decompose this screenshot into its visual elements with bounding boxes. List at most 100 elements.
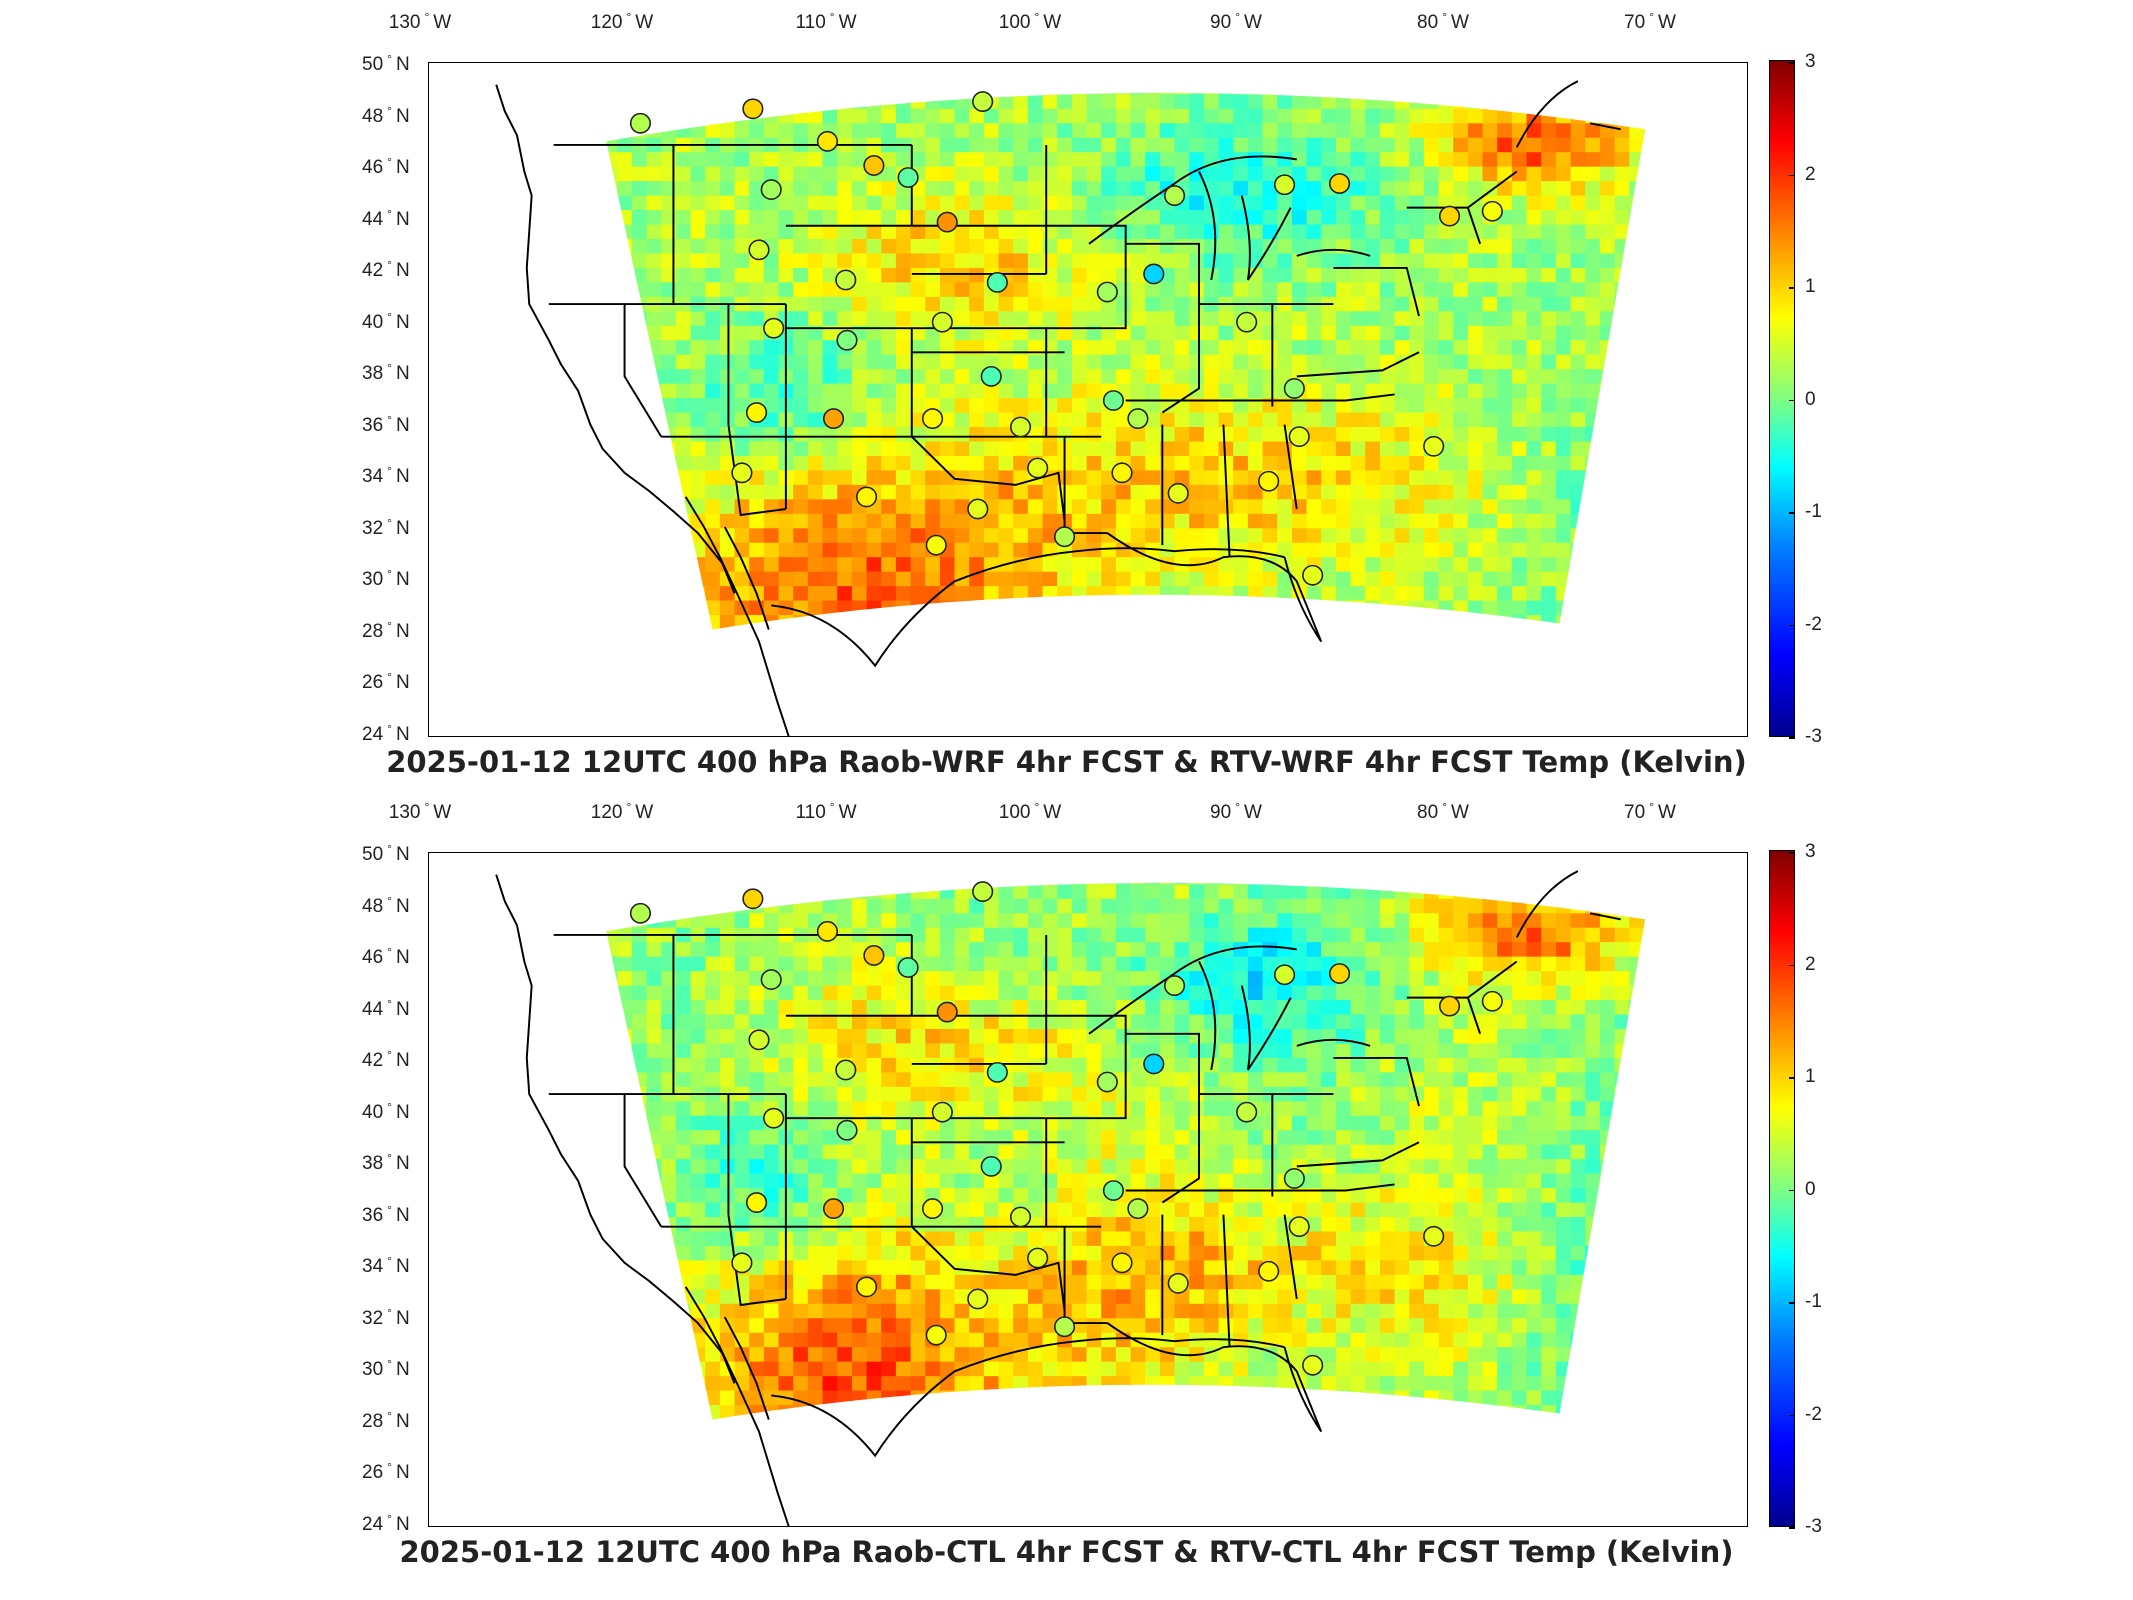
raob-stations	[629, 881, 1503, 1376]
raob-station-marker	[1302, 1354, 1324, 1376]
latitude-tick-label: 50 ° N	[362, 841, 410, 866]
raob-station-marker	[748, 239, 770, 261]
longitude-tick-label: 90 ° W	[1210, 10, 1262, 34]
state-boundaries	[495, 80, 1621, 736]
raob-station-marker	[925, 534, 947, 556]
latitude-tick-label: 24 ° N	[362, 1511, 410, 1535]
colorbar-tick-label: -1	[1805, 1291, 1822, 1312]
longitude-tick-label: 90 ° W	[1210, 800, 1262, 824]
colorbar-tick-label: -3	[1805, 1516, 1822, 1537]
colorbar-tick-mark	[1789, 964, 1795, 966]
raob-station-marker	[863, 155, 885, 176]
raob-station-marker	[1053, 1316, 1076, 1338]
longitude-tick-label: 130 ° W	[388, 800, 452, 824]
raob-station-marker	[1273, 964, 1296, 986]
temperature-field	[606, 92, 1646, 630]
raob-station-marker	[742, 98, 764, 120]
latitude-tick-label: 30 ° N	[362, 566, 410, 591]
raob-station-marker	[1102, 390, 1125, 411]
panel-title: 2025-01-12 12UTC 400 hPa Raob-CTL 4hr FC…	[399, 1535, 1734, 1569]
raob-station-marker	[822, 1198, 845, 1220]
colorbar-tick-mark	[1789, 737, 1795, 739]
latitude-tick-label: 26 ° N	[362, 669, 410, 694]
raob-station-marker	[1438, 995, 1461, 1017]
raob-station-marker	[1163, 975, 1186, 997]
latitude-tick-label: 34 ° N	[362, 463, 410, 488]
temperature-field-map	[495, 80, 1646, 736]
raob-station-marker	[986, 271, 1008, 293]
raob-station-marker	[925, 1324, 947, 1346]
colorbar-tick-label: -2	[1805, 613, 1822, 635]
colorbar	[1769, 60, 1795, 737]
latitude-tick-label: 28 ° N	[362, 1408, 410, 1432]
map-panel-top: 130 ° W 120 ° W 110 ° W 100 ° W 90 ° W 80 ° W 70 ° W 50 ° N 48 °…	[362, 10, 1822, 779]
colorbar-tick-mark	[1789, 624, 1795, 626]
raob-stations	[629, 91, 1503, 586]
raob-station-marker	[629, 902, 652, 924]
raob-station-marker	[1143, 263, 1165, 285]
raob-station-marker	[1481, 990, 1503, 1012]
map-plot-area	[428, 62, 1748, 737]
raob-station-marker	[1288, 1216, 1310, 1238]
colorbar-tick-mark	[1789, 174, 1795, 176]
colorbar-tick-label: 3	[1805, 51, 1816, 72]
raob-station-marker	[822, 408, 845, 430]
latitude-tick-label: 50 ° N	[362, 51, 410, 76]
raob-station-marker	[763, 317, 785, 339]
raob-station-marker	[855, 1276, 878, 1298]
raob-station-marker	[921, 408, 944, 430]
latitude-tick-label: 36 ° N	[362, 412, 410, 436]
raob-station-marker	[1236, 311, 1258, 333]
colorbar-tick-label: -3	[1805, 726, 1822, 747]
map-panel-bottom: 130 ° W 120 ° W 110 ° W 100 ° W 90 ° W 80 ° W 70 ° W 50 ° N 48 °…	[0, 790, 2133, 1590]
raob-station-marker	[731, 462, 753, 484]
latitude-tick-label: 32 ° N	[362, 515, 410, 539]
colorbar	[1769, 850, 1795, 1527]
latitude-tick-label: 48 ° N	[362, 893, 410, 917]
colorbar-tick-label: 1	[1805, 276, 1816, 297]
raob-station-marker	[1009, 416, 1032, 438]
raob-station-marker	[745, 402, 768, 423]
raob-station-marker	[816, 130, 839, 152]
raob-station-marker	[1328, 963, 1351, 984]
colorbar-tick-mark	[1789, 1414, 1795, 1416]
raob-station-marker	[936, 1001, 958, 1023]
longitude-tick-label: 110 ° W	[795, 10, 857, 34]
latitude-tick-label: 28 ° N	[362, 618, 410, 642]
colorbar-tick-mark	[1789, 287, 1795, 289]
raob-station-marker	[745, 1192, 768, 1213]
raob-station-marker	[921, 1198, 944, 1220]
latitude-tick-label: 44 ° N	[362, 206, 410, 230]
raob-station-marker	[1102, 1180, 1125, 1201]
state-boundaries	[495, 870, 1621, 1526]
raob-station-marker	[1096, 1071, 1118, 1093]
raob-station-marker	[1167, 1272, 1189, 1294]
latitude-tick-label: 24 ° N	[362, 721, 410, 745]
longitude-tick-label: 70 ° W	[1624, 10, 1676, 34]
raob-station-marker	[1111, 1252, 1133, 1274]
colorbar-tick-label: 1	[1805, 1066, 1816, 1087]
raob-station-marker	[1423, 435, 1445, 457]
panel-title: 2025-01-12 12UTC 400 hPa Raob-WRF 4hr FC…	[386, 745, 1747, 779]
raob-station-marker	[1167, 482, 1189, 504]
latitude-tick-label: 44 ° N	[362, 996, 410, 1020]
raob-station-marker	[1283, 1168, 1305, 1189]
raob-station-marker	[967, 1288, 989, 1310]
colorbar-tick-mark	[1789, 399, 1795, 401]
raob-station-marker	[1258, 1260, 1280, 1282]
temperature-field	[606, 882, 1646, 1420]
longitude-tick-label: 100 ° W	[998, 800, 1062, 824]
raob-station-marker	[1143, 1053, 1165, 1075]
raob-station-marker	[931, 311, 953, 333]
raob-station-marker	[836, 1119, 858, 1141]
longitude-tick-label: 120 ° W	[590, 10, 654, 34]
latitude-tick-label: 40 ° N	[362, 309, 410, 333]
raob-station-marker	[760, 179, 782, 200]
longitude-tick-label: 130 ° W	[388, 10, 452, 34]
longitude-tick-label: 100 ° W	[998, 10, 1062, 34]
raob-station-marker	[1127, 408, 1149, 430]
colorbar-tick-label: -1	[1805, 501, 1822, 522]
raob-station-marker	[897, 957, 919, 978]
raob-station-marker	[835, 269, 857, 291]
raob-station-marker	[897, 167, 919, 188]
